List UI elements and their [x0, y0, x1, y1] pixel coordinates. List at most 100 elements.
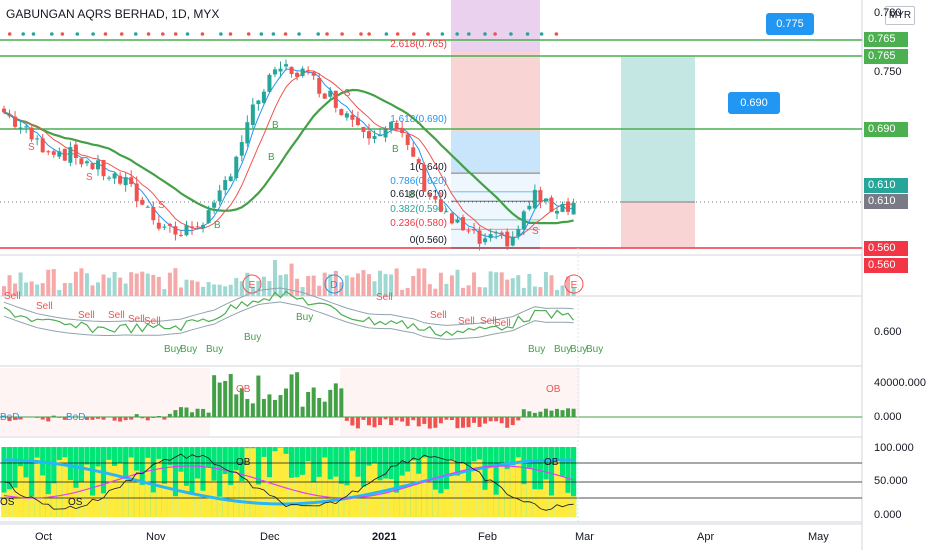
osc-bar — [129, 417, 134, 420]
stoch-fill-bar — [128, 457, 134, 517]
stoch-tick-50: 50.000 — [874, 475, 908, 487]
signal-dot — [31, 32, 36, 36]
osc-bar — [239, 388, 244, 417]
candle-body — [101, 160, 106, 177]
osc-bar — [118, 417, 123, 422]
stoch-fill-bar — [548, 495, 555, 517]
osc-bar — [173, 410, 178, 417]
stoch-fill-bar — [482, 489, 488, 517]
candle-body — [416, 159, 421, 163]
stoch-fill-bar — [322, 457, 328, 517]
volume-bar — [438, 272, 443, 296]
volume-bar — [411, 275, 416, 296]
stoch-fill-bar — [349, 450, 355, 517]
stoch-fill-bar — [250, 448, 256, 517]
buy-signal-6: Buy — [554, 344, 571, 355]
sell-signal-4: Sell — [128, 314, 145, 325]
y-tick-0750: 0.750 — [874, 66, 902, 78]
stoch-fill-bar — [156, 458, 162, 517]
candle-body — [560, 204, 565, 212]
candle-body — [250, 104, 255, 126]
volume-bar — [217, 284, 222, 296]
volume-bar — [84, 273, 89, 296]
candle-body — [228, 176, 233, 182]
chart-mark-0: S — [28, 142, 35, 153]
volume-bar — [295, 278, 300, 296]
volume-bar — [328, 274, 333, 296]
volume-bar — [427, 284, 432, 296]
candle-body — [107, 177, 112, 179]
osc-bar — [433, 417, 438, 428]
candle-body — [29, 127, 34, 140]
candle-body — [184, 225, 189, 236]
volume-bar — [96, 282, 101, 296]
volume-bar — [40, 283, 45, 296]
band-upper — [3, 287, 574, 326]
stoch-fill-bar — [427, 480, 433, 517]
signal-dot — [455, 32, 459, 36]
stoch-fill-bar — [288, 477, 295, 517]
signal-dot — [7, 32, 12, 36]
stoch-fill-bar — [84, 464, 90, 517]
signal-dot — [146, 32, 151, 36]
candle-body — [411, 147, 416, 157]
osc-bar — [206, 412, 211, 417]
symbol-title[interactable]: GABUNGAN AQRS BERHAD, 1D, MYX — [6, 7, 220, 21]
stoch-fill-bar — [537, 489, 544, 517]
volume-bar — [267, 281, 272, 296]
osc-bar — [400, 417, 405, 422]
stoch-line-black — [3, 453, 574, 511]
stoch-fill-bar — [394, 492, 400, 517]
candle-body — [178, 234, 183, 236]
volume-bar — [394, 268, 399, 296]
price-callout-0775[interactable]: 0.775 — [766, 13, 814, 35]
x-tick-may: May — [808, 531, 829, 543]
signal-dot — [509, 32, 513, 36]
candle-body — [24, 126, 29, 128]
osc-bar — [483, 417, 488, 424]
osc-tick-high: 40000.000 — [874, 377, 926, 389]
signal-dot — [340, 32, 344, 36]
candle-body — [90, 163, 95, 170]
signal-dot — [21, 32, 26, 36]
stoch-fill-bar — [521, 484, 527, 517]
volume-bar — [477, 287, 482, 296]
stoch-fill-bar — [78, 482, 85, 517]
volume-bar — [311, 275, 316, 296]
y-tick-0600: 0.600 — [874, 326, 902, 338]
currency-button[interactable]: MYR — [885, 6, 915, 25]
buy-signal-5: Buy — [528, 344, 545, 355]
volume-bar — [449, 275, 454, 296]
y-tick-top: 0.780 — [874, 7, 902, 19]
price-callout-0690[interactable]: 0.690 — [728, 92, 780, 114]
signal-dot — [259, 32, 264, 36]
volume-bar — [73, 271, 78, 296]
volume-bar — [372, 281, 377, 296]
stoch-fill-bar — [45, 494, 51, 517]
candle-body — [234, 156, 239, 179]
volume-bar — [261, 276, 266, 296]
volume-bar — [256, 280, 261, 296]
candle-body — [284, 64, 289, 67]
volume-bar — [355, 273, 360, 296]
osc-bar — [543, 408, 548, 417]
osc-bar — [311, 387, 316, 417]
stoch-fill-bar — [206, 467, 212, 517]
volume-bar — [300, 287, 305, 296]
candle-body — [510, 237, 515, 246]
osc-bar — [361, 417, 366, 420]
osc-bar — [411, 417, 416, 421]
volume-bar — [405, 287, 410, 296]
osc-bar — [317, 398, 322, 417]
signal-dot — [359, 32, 363, 36]
osc-bar — [261, 398, 266, 417]
volume-bar — [333, 270, 338, 296]
candle-body — [51, 151, 56, 155]
candle-body — [201, 224, 206, 229]
event-label-0: E — [249, 280, 256, 291]
osc-bar — [134, 414, 139, 417]
stoch-fill-bar — [311, 482, 317, 517]
osc-bar — [272, 399, 277, 417]
volume-bar — [212, 284, 217, 296]
